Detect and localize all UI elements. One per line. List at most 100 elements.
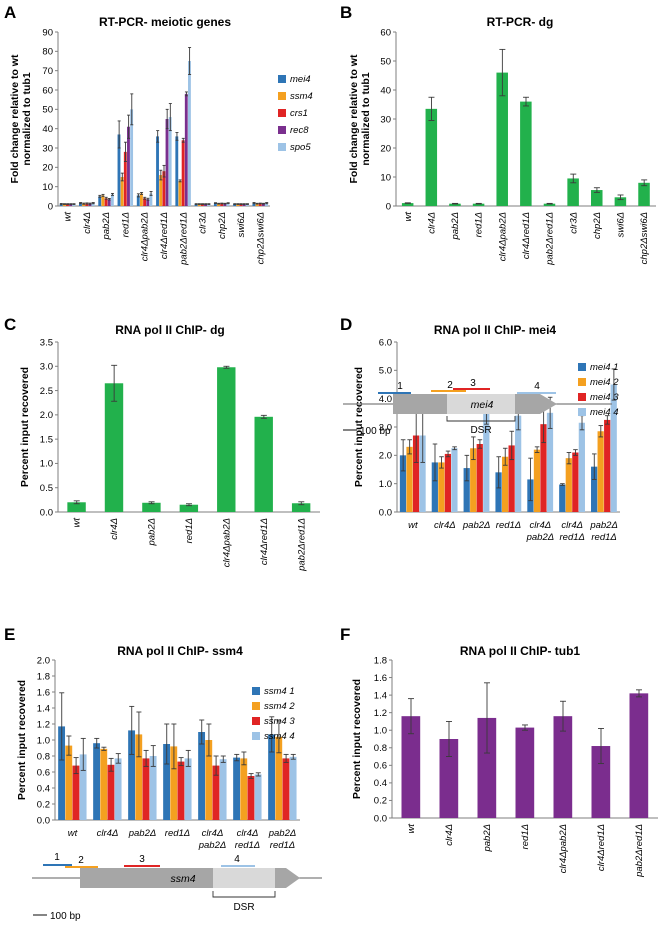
d-ytick-label: 3.0 xyxy=(379,422,392,433)
e-bar xyxy=(142,758,150,820)
chart-f-polii-tub1: RNA pol II ChIP- tub1 Percent input recov… xyxy=(351,644,658,878)
f-category-label: clr4Δ xyxy=(444,824,455,846)
a-bar xyxy=(194,204,198,206)
c-ytick-label: 3.0 xyxy=(40,362,53,373)
d-ytick-label: 6.0 xyxy=(379,337,392,348)
d-bar xyxy=(451,448,458,512)
b-category-label: clr4Δred1Δ xyxy=(521,212,532,259)
panel-label-a: A xyxy=(4,3,16,22)
a-bar xyxy=(72,204,76,206)
d-bar xyxy=(540,424,547,512)
d-bar xyxy=(438,462,445,512)
a-legend-swatch xyxy=(278,143,286,151)
e-bar xyxy=(219,759,227,820)
e-legend-swatch xyxy=(252,687,260,695)
e-bar xyxy=(177,761,185,820)
b-bar xyxy=(520,101,532,206)
e-ytick-label: 1.4 xyxy=(37,703,50,714)
d-bar xyxy=(604,419,611,512)
b-title: RT-PCR- dg xyxy=(487,15,554,29)
b-bar xyxy=(472,203,485,206)
a-legend-swatch xyxy=(278,109,286,117)
e-ytick-label: 1.8 xyxy=(37,671,50,682)
e-category-label: clr4Δ xyxy=(202,828,224,839)
d-legend-label: mei4 4 xyxy=(590,407,619,418)
mei4-scale-label: 100 bp xyxy=(360,426,391,437)
d-legend-swatch xyxy=(578,408,586,416)
d-category-label: red1Δ xyxy=(591,532,616,543)
c-bar xyxy=(291,503,311,512)
c-ytick-label: 0.0 xyxy=(40,507,53,518)
a-bar xyxy=(120,177,124,206)
e-ytick-label: 1.6 xyxy=(37,687,50,698)
a-bar xyxy=(123,151,127,206)
d-legend-swatch xyxy=(578,363,586,371)
a-bar xyxy=(85,203,89,206)
e-bar xyxy=(135,734,143,820)
a-ytick-label: 10 xyxy=(42,182,53,193)
e-bar xyxy=(72,765,80,820)
e-category-label: clr4Δ xyxy=(97,828,119,839)
b-bar xyxy=(614,197,627,206)
f-title: RNA pol II ChIP- tub1 xyxy=(460,644,581,658)
ssm4-dsr-bracket xyxy=(212,891,276,898)
a-bar xyxy=(139,193,143,206)
a-bar xyxy=(220,203,224,206)
panel-label-e: E xyxy=(4,625,15,644)
ssm4-dsr-label: DSR xyxy=(233,902,254,913)
e-category-label: red1Δ xyxy=(235,840,260,851)
d-category-label: clr4Δ xyxy=(530,520,552,531)
f-ytick-label: 0.8 xyxy=(374,743,387,754)
a-bar xyxy=(149,193,153,206)
b-ytick-label: 50 xyxy=(380,56,391,67)
b-ytick-label: 30 xyxy=(380,114,391,125)
a-legend-label: spo5 xyxy=(290,142,311,153)
d-bar xyxy=(399,455,407,512)
b-bar xyxy=(638,182,650,206)
a-bar xyxy=(236,204,240,206)
a-bar xyxy=(156,136,159,206)
a-bar xyxy=(207,204,211,206)
c-bar xyxy=(254,416,273,512)
c-category-label: pab2Δ xyxy=(147,518,158,547)
a-bar xyxy=(242,204,246,206)
a-bar xyxy=(91,203,95,206)
e-title: RNA pol II ChIP- ssm4 xyxy=(117,644,243,658)
b-bar xyxy=(567,178,579,206)
a-ytick-label: 20 xyxy=(42,163,53,174)
b-bar xyxy=(425,108,438,206)
e-bar xyxy=(107,764,115,820)
a-bar xyxy=(66,204,69,206)
f-bar xyxy=(629,693,649,818)
a-ytick-label: 0 xyxy=(48,201,53,212)
f-ytick-label: 1.2 xyxy=(374,708,387,719)
e-bar xyxy=(282,758,290,820)
a-bar xyxy=(107,199,111,206)
e-legend-label: ssm4 2 xyxy=(264,701,295,712)
c-title: RNA pol II ChIP- dg xyxy=(115,323,225,337)
a-ylabel-line-2: normalized to tub1 xyxy=(21,72,33,165)
d-bar xyxy=(515,415,522,512)
e-ytick-label: 1.0 xyxy=(37,735,50,746)
d-bar xyxy=(444,453,452,512)
f-bar xyxy=(401,716,421,818)
f-category-label: wt xyxy=(406,824,417,834)
d-bar xyxy=(559,484,566,512)
a-ylabel-line-1: Fold change relative to wt xyxy=(9,54,21,183)
a-bar xyxy=(261,203,265,206)
f-category-label: pab2Δred1Δ xyxy=(634,824,645,878)
e-ytick-label: 0.6 xyxy=(37,767,50,778)
a-bar xyxy=(265,203,268,206)
a-bar xyxy=(104,198,108,206)
e-category-label: clr4Δ xyxy=(237,828,259,839)
a-legend-label: ssm4 xyxy=(290,91,313,102)
f-ytick-label: 1.6 xyxy=(374,673,387,684)
e-bar xyxy=(170,746,178,820)
a-bar xyxy=(117,134,121,206)
d-ytick-label: 4.0 xyxy=(379,394,392,405)
c-category-label: clr4Δpab2Δ xyxy=(221,518,232,567)
e-category-label: pab2Δ xyxy=(128,828,157,839)
d-bar xyxy=(431,462,438,512)
a-bar xyxy=(165,119,169,206)
a-ytick-label: 60 xyxy=(42,85,53,96)
